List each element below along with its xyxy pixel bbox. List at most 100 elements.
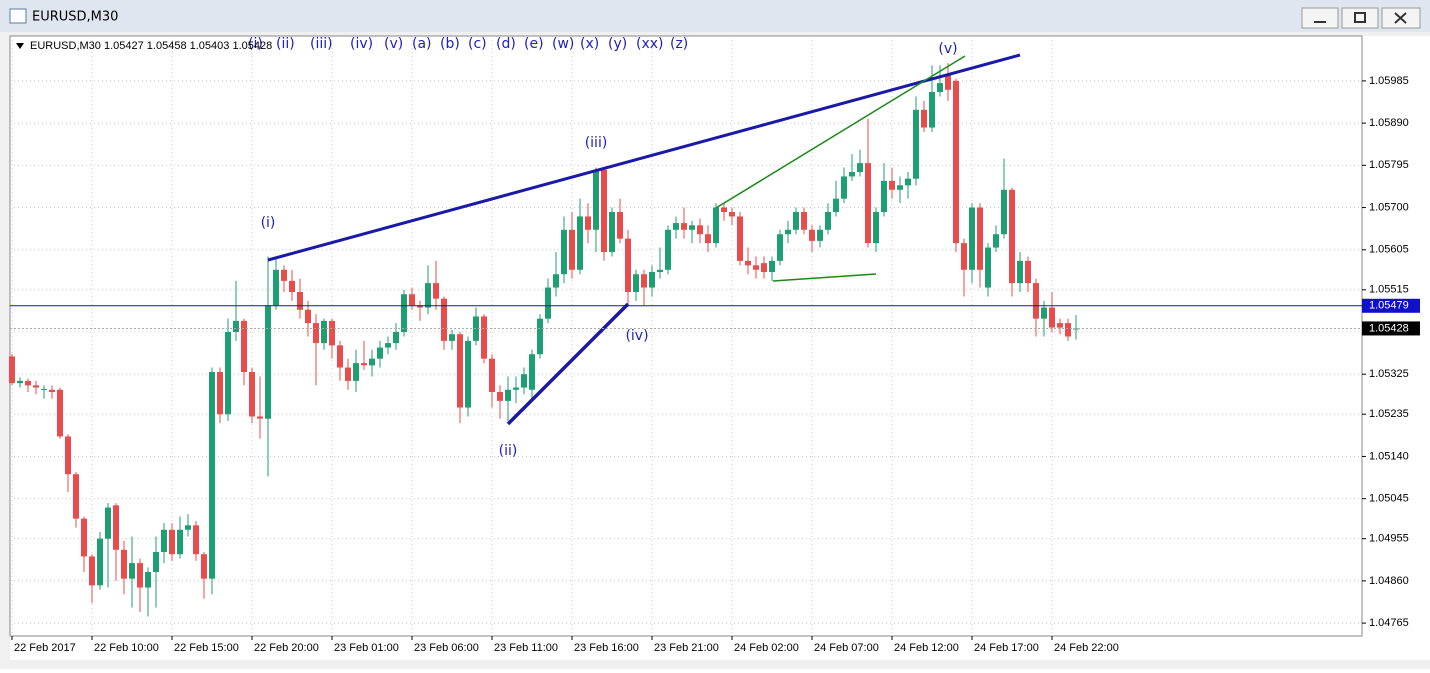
candle-body bbox=[793, 212, 799, 230]
candle-body bbox=[137, 563, 143, 588]
candle-body bbox=[161, 529, 167, 552]
candle-body bbox=[257, 416, 263, 419]
wave-mark-button[interactable]: (iv) bbox=[350, 36, 373, 52]
wave-mark-button[interactable]: (xx) bbox=[636, 36, 664, 52]
candle-body bbox=[673, 223, 679, 230]
wave-mark-button[interactable]: (b) bbox=[440, 36, 460, 52]
wave-mark-button[interactable]: (v) bbox=[384, 36, 403, 52]
candle-body bbox=[1033, 283, 1039, 319]
wave-mark-button[interactable]: (e) bbox=[524, 36, 544, 52]
x-tick-label: 23 Feb 06:00 bbox=[414, 642, 479, 654]
wave-mark-button[interactable]: (y) bbox=[608, 36, 627, 52]
candle-body bbox=[889, 180, 895, 190]
candle-body bbox=[201, 554, 207, 579]
candle-body bbox=[769, 260, 775, 272]
candle-body bbox=[561, 229, 567, 275]
candle-body bbox=[809, 229, 815, 241]
candle-body bbox=[937, 83, 943, 92]
candle-body bbox=[697, 225, 703, 235]
candle-body bbox=[609, 212, 615, 252]
candle-body bbox=[97, 538, 103, 586]
candle-body bbox=[945, 74, 951, 90]
candle-body bbox=[929, 92, 935, 128]
plot-border bbox=[9, 35, 1363, 637]
y-tick-label: 1.05890 bbox=[1369, 117, 1409, 129]
candle-body bbox=[649, 272, 655, 288]
maximize-button[interactable] bbox=[1341, 7, 1379, 29]
y-tick-label: 1.05515 bbox=[1369, 284, 1409, 296]
candle-body bbox=[849, 172, 855, 177]
wave-mark-button[interactable]: (c) bbox=[468, 36, 487, 52]
wave-label: (v) bbox=[938, 41, 957, 57]
candle-body bbox=[601, 169, 607, 252]
candle-body bbox=[993, 234, 999, 248]
candle-body bbox=[497, 392, 503, 401]
wave-mark-button[interactable]: (ii) bbox=[276, 36, 295, 52]
price-label: 1.05479 bbox=[1369, 300, 1409, 312]
dropdown-arrow bbox=[16, 43, 24, 49]
trend-lines bbox=[267, 53, 1021, 426]
candle-body bbox=[169, 529, 175, 555]
candle-body bbox=[625, 238, 631, 292]
wave-mark-button[interactable]: (iii) bbox=[310, 36, 333, 52]
x-tick-label: 24 Feb 07:00 bbox=[814, 642, 879, 654]
candle-body bbox=[49, 389, 55, 392]
candle-body bbox=[721, 207, 727, 212]
x-tick-label: 24 Feb 22:00 bbox=[1054, 642, 1119, 654]
last-price-label: 1.05428 bbox=[1369, 322, 1409, 334]
wave-mark-button[interactable]: (d) bbox=[496, 36, 516, 52]
candle-body bbox=[1001, 189, 1007, 235]
candle-body bbox=[457, 334, 463, 408]
candle-body bbox=[529, 354, 535, 390]
candle-body bbox=[521, 374, 527, 388]
x-tick-label: 24 Feb 12:00 bbox=[894, 642, 959, 654]
candle-body bbox=[657, 269, 663, 272]
candle-body bbox=[441, 298, 447, 341]
candle-body bbox=[881, 180, 887, 212]
candle-body bbox=[121, 549, 127, 579]
overlay: 1.05479 1.05428 (i) (ii) (iii) (iv) (v) (i) (ii)… bbox=[10, 36, 1420, 459]
minimize-button[interactable] bbox=[1301, 7, 1339, 29]
wave-mark-button[interactable]: (z) bbox=[670, 36, 688, 52]
wave-mark-button[interactable]: (i) bbox=[248, 36, 263, 52]
wave-label: (ii) bbox=[499, 443, 518, 459]
candle-body bbox=[1025, 260, 1031, 284]
candle-body bbox=[393, 332, 399, 344]
candle-body bbox=[89, 556, 95, 586]
y-tick-label: 1.05140 bbox=[1369, 450, 1409, 462]
candle-body bbox=[185, 525, 191, 530]
candle-body bbox=[569, 229, 575, 270]
candle-body bbox=[113, 505, 119, 550]
candle-body bbox=[209, 372, 215, 579]
y-tick-label: 1.04860 bbox=[1369, 575, 1409, 587]
x-tick-label: 22 Feb 15:00 bbox=[174, 642, 239, 654]
candle-body bbox=[833, 198, 839, 212]
wave-mark-button[interactable]: (w) bbox=[552, 36, 574, 52]
candle-body bbox=[977, 207, 983, 270]
x-tick-label: 22 Feb 20:00 bbox=[254, 642, 319, 654]
wave-mark-button[interactable]: (x) bbox=[580, 36, 599, 52]
candle-body bbox=[465, 340, 471, 408]
candle-body bbox=[9, 356, 15, 384]
x-tick-label: 22 Feb 2017 bbox=[14, 642, 76, 654]
candle-body bbox=[41, 388, 47, 390]
open: 1.05427 bbox=[104, 40, 144, 52]
candle-body bbox=[1065, 323, 1071, 337]
y-tick-label: 1.04765 bbox=[1369, 617, 1409, 629]
wave-label: (i) bbox=[261, 215, 276, 231]
candle-body bbox=[1009, 189, 1015, 284]
candle-body bbox=[921, 109, 927, 128]
candle-body bbox=[369, 358, 375, 366]
x-tick-label: 23 Feb 11:00 bbox=[494, 642, 558, 654]
candle-body bbox=[105, 507, 111, 539]
wave-mark-button[interactable]: (a) bbox=[412, 36, 432, 52]
candle-body bbox=[513, 387, 519, 390]
candle-body bbox=[409, 294, 415, 306]
window-title: EURUSD,M30 bbox=[32, 10, 118, 25]
candle-body bbox=[681, 223, 687, 230]
candle-body bbox=[545, 287, 551, 319]
candle-body bbox=[273, 269, 279, 306]
trend-line bbox=[772, 273, 877, 282]
y-tick-label: 1.05235 bbox=[1369, 408, 1409, 420]
